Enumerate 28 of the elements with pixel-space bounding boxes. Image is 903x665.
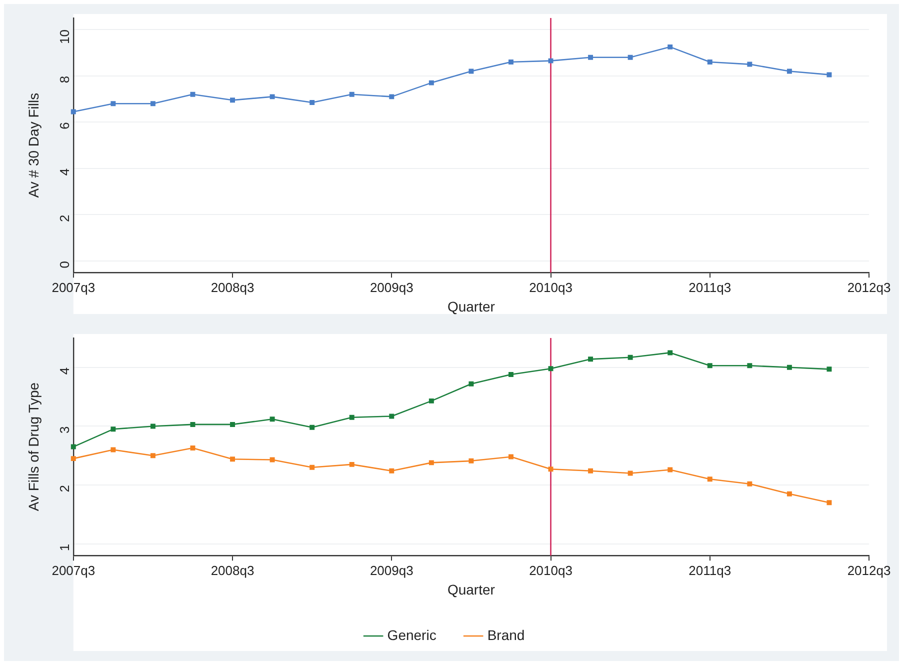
- legend-label: Brand: [487, 626, 525, 643]
- y-tick-label: 3: [56, 426, 72, 434]
- y-tick-label: 10: [56, 30, 72, 44]
- x-tick-label: 2007q3: [52, 280, 96, 295]
- y-tick-label: 4: [56, 367, 72, 375]
- y-tick-label: 0: [56, 261, 72, 268]
- x-tick-label: 2011q3: [688, 562, 732, 578]
- x-tick-label: 2010q3: [529, 280, 572, 295]
- x-axis-title: Quarter: [447, 581, 496, 598]
- y-tick-label: 6: [56, 122, 72, 130]
- y-tick-label: 1: [56, 544, 72, 552]
- x-tick-label: 2007q3: [52, 562, 96, 578]
- y-tick-label: 8: [56, 76, 72, 84]
- y-tick-label: 4: [56, 168, 72, 176]
- x-axis-title: Quarter: [447, 298, 496, 314]
- x-tick-label: 2008q3: [210, 280, 254, 295]
- y-axis-title: Av # 30 Day Fills: [25, 92, 42, 198]
- y-axis-title: Av Fills of Drug Type: [25, 382, 42, 512]
- x-tick-label: 2012q3: [847, 562, 891, 578]
- legend-label: Generic: [387, 626, 436, 643]
- y-tick-label: 2: [56, 485, 72, 492]
- x-tick-label: 2012q3: [847, 280, 891, 295]
- y-tick-label: 2: [56, 214, 72, 222]
- x-tick-label: 2008q3: [210, 562, 254, 578]
- x-tick-label: 2010q3: [529, 562, 572, 578]
- x-tick-label: 2009q3: [370, 280, 414, 295]
- x-tick-label: 2009q3: [370, 562, 414, 578]
- x-tick-label: 2011q3: [688, 280, 732, 295]
